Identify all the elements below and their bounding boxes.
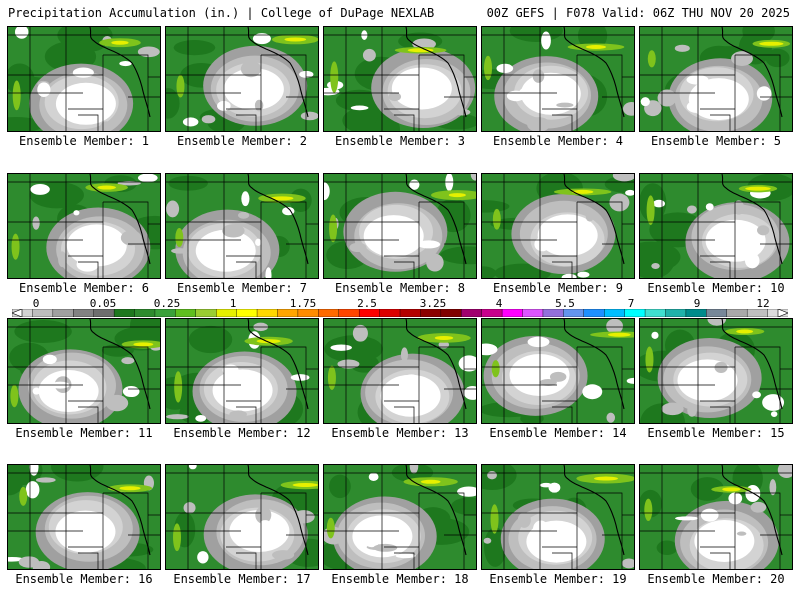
- colorbar-tick-label: 1: [229, 297, 237, 310]
- colorbar-swatch: [604, 309, 626, 317]
- ensemble-member-map: [7, 173, 161, 279]
- ensemble-member-map: [639, 173, 793, 279]
- ensemble-member-map: [481, 26, 635, 132]
- colorbar-swatch: [297, 309, 320, 317]
- colorbar-swatch: [706, 309, 728, 317]
- colorbar-swatch: [73, 309, 95, 317]
- ensemble-member-map: [323, 26, 477, 132]
- colorbar-swatch: [195, 309, 217, 317]
- colorbar-tick-label: 0.25: [153, 297, 181, 310]
- ensemble-member-map: [639, 26, 793, 132]
- colorbar-swatch: [542, 309, 565, 317]
- colorbar-swatch: [256, 309, 279, 317]
- ensemble-member-map: [323, 173, 477, 279]
- colorbar-swatch: [236, 309, 258, 317]
- colorbar-swatch: [461, 309, 483, 317]
- precipitation-colorbar: [12, 309, 788, 317]
- colorbar-swatch: [134, 309, 156, 317]
- colorbar-swatch: [399, 309, 422, 317]
- panel-label: Ensemble Member: 13: [331, 426, 469, 440]
- ensemble-member-map: [7, 318, 161, 424]
- colorbar-tick-label: 2.5: [357, 297, 377, 310]
- colorbar-end-arrow: [12, 309, 23, 317]
- panel-label: Ensemble Member: 10: [647, 281, 785, 295]
- panel-label: Ensemble Member: 11: [15, 426, 153, 440]
- panel-label: Ensemble Member: 7: [176, 281, 308, 295]
- panel-label: Ensemble Member: 15: [647, 426, 785, 440]
- ensemble-member-map: [7, 464, 161, 570]
- colorbar-tick-label: 0.05: [89, 297, 117, 310]
- panel-label: Ensemble Member: 6: [18, 281, 150, 295]
- product-title: Precipitation Accumulation (in.) | Colle…: [8, 6, 435, 20]
- colorbar-swatch: [644, 309, 667, 317]
- colorbar-swatch: [583, 309, 605, 317]
- ensemble-member-map: [639, 318, 793, 424]
- run-valid-time: 00Z GEFS | F078 Valid: 06Z THU NOV 20 20…: [486, 6, 790, 20]
- panel-label: Ensemble Member: 12: [173, 426, 311, 440]
- ensemble-member-map: [323, 464, 477, 570]
- colorbar-swatch: [358, 309, 381, 317]
- colorbar-swatch: [379, 309, 401, 317]
- panel-label: Ensemble Member: 5: [650, 134, 782, 148]
- colorbar-swatch: [154, 309, 177, 317]
- colorbar-swatch: [563, 309, 585, 317]
- ensemble-member-map: [165, 173, 319, 279]
- panel-label: Ensemble Member: 20: [647, 572, 785, 586]
- colorbar-end-arrow: [777, 309, 788, 317]
- panel-label: Ensemble Member: 1: [18, 134, 150, 148]
- ensemble-member-map: [165, 464, 319, 570]
- colorbar-tick-label: 4: [495, 297, 503, 310]
- colorbar-tick-label: 1.75: [289, 297, 317, 310]
- colorbar-swatch: [318, 309, 340, 317]
- colorbar-tick-label: 3.25: [419, 297, 447, 310]
- colorbar-swatch: [746, 309, 769, 317]
- colorbar-swatch: [685, 309, 708, 317]
- colorbar-swatch: [420, 309, 442, 317]
- colorbar-swatch: [624, 309, 646, 317]
- ensemble-member-map: [165, 318, 319, 424]
- colorbar-swatch: [501, 309, 524, 317]
- panel-label: Ensemble Member: 8: [334, 281, 466, 295]
- colorbar-tick-label: 7: [627, 297, 635, 310]
- panel-label: Ensemble Member: 3: [334, 134, 466, 148]
- ensemble-member-map: [481, 173, 635, 279]
- colorbar-swatch: [277, 309, 299, 317]
- colorbar-swatch: [726, 309, 748, 317]
- panel-label: Ensemble Member: 18: [331, 572, 469, 586]
- ensemble-member-map: [481, 318, 635, 424]
- panel-label: Ensemble Member: 9: [492, 281, 624, 295]
- colorbar-swatch: [216, 309, 238, 317]
- colorbar-tick-label: 9: [693, 297, 701, 310]
- colorbar-swatch: [32, 309, 54, 317]
- colorbar-swatch: [481, 309, 503, 317]
- panel-label: Ensemble Member: 2: [176, 134, 308, 148]
- colorbar-swatch: [93, 309, 115, 317]
- panel-label: Ensemble Member: 19: [489, 572, 627, 586]
- colorbar-swatch: [665, 309, 687, 317]
- ensemble-member-map: [481, 464, 635, 570]
- ensemble-member-map: [323, 318, 477, 424]
- colorbar-swatch: [440, 309, 462, 317]
- panel-label: Ensemble Member: 14: [489, 426, 627, 440]
- ensemble-member-map: [7, 26, 161, 132]
- colorbar-swatch: [338, 309, 360, 317]
- colorbar-tick-label: 5.5: [555, 297, 575, 310]
- ensemble-member-map: [639, 464, 793, 570]
- colorbar-tick-label: 12: [756, 297, 770, 310]
- colorbar-swatch: [175, 309, 197, 317]
- colorbar-swatch: [522, 309, 544, 317]
- panel-label: Ensemble Member: 16: [15, 572, 153, 586]
- colorbar-swatch: [52, 309, 74, 317]
- panel-label: Ensemble Member: 4: [492, 134, 624, 148]
- colorbar-tick-label: 0: [32, 297, 40, 310]
- panel-label: Ensemble Member: 17: [173, 572, 311, 586]
- ensemble-member-map: [165, 26, 319, 132]
- colorbar-swatch: [113, 309, 136, 317]
